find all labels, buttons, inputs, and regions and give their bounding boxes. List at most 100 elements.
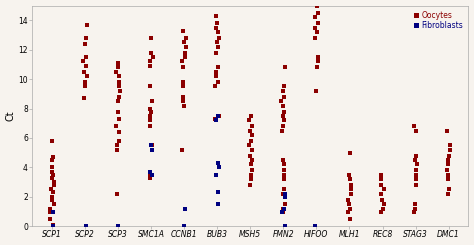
Point (146, 173, 154, 177)
Point (412, 129, 420, 133)
Point (314, 60, 321, 63)
Point (179, 80, 186, 84)
Point (48, 165, 56, 169)
Point (211, 85, 219, 88)
Point (280, 162, 287, 166)
Point (446, 187, 453, 191)
Point (82, 55, 90, 59)
Point (247, 139, 255, 143)
Point (411, 207, 419, 211)
Point (115, 139, 123, 143)
Point (279, 114, 286, 118)
Point (278, 210, 285, 214)
Point (279, 210, 287, 214)
Point (377, 177, 385, 181)
Point (82, 64, 90, 68)
Point (147, 51, 155, 55)
Point (314, 21, 322, 25)
Y-axis label: Ct: Ct (6, 110, 16, 121)
Point (46, 210, 54, 214)
Point (311, 36, 319, 40)
Point (313, 4, 321, 8)
Point (246, 183, 254, 187)
Point (149, 148, 156, 152)
Point (179, 29, 186, 33)
Point (48, 139, 56, 143)
Point (48, 158, 56, 162)
Point (115, 130, 122, 134)
Point (410, 124, 418, 128)
Point (46, 217, 54, 221)
Point (50, 180, 57, 184)
Point (377, 210, 384, 214)
Point (445, 173, 452, 177)
Point (82, 80, 89, 84)
Point (115, 80, 122, 84)
Point (412, 168, 420, 172)
Point (247, 114, 255, 118)
Point (311, 15, 319, 19)
Point (281, 202, 289, 206)
Point (48, 170, 55, 174)
Point (215, 36, 223, 40)
Point (146, 114, 154, 118)
Point (377, 183, 384, 187)
Point (248, 148, 255, 152)
Point (49, 190, 57, 194)
Point (50, 224, 57, 228)
Point (345, 202, 353, 206)
Point (214, 202, 221, 206)
Point (278, 99, 285, 103)
Point (148, 99, 155, 103)
Point (312, 89, 320, 93)
Point (182, 45, 190, 49)
Point (212, 14, 220, 18)
Point (213, 70, 220, 74)
Point (444, 177, 452, 181)
Point (83, 23, 91, 27)
Point (115, 117, 123, 121)
Point (182, 55, 189, 59)
Point (248, 124, 256, 128)
Point (82, 224, 90, 228)
Point (344, 210, 352, 214)
Point (213, 21, 221, 25)
Point (381, 202, 388, 206)
Point (346, 177, 354, 181)
Point (214, 30, 221, 34)
Point (48, 198, 56, 202)
Point (279, 192, 287, 196)
Point (246, 129, 254, 133)
Point (146, 60, 153, 63)
Legend: Oocytes, Fibroblasts: Oocytes, Fibroblasts (412, 9, 465, 32)
Point (213, 40, 220, 44)
Point (280, 85, 288, 88)
Point (146, 107, 154, 110)
Point (180, 65, 187, 69)
Point (346, 151, 354, 155)
Point (281, 224, 289, 228)
Point (146, 64, 154, 68)
Point (113, 148, 120, 152)
Point (380, 187, 387, 191)
Point (282, 65, 289, 69)
Point (214, 190, 221, 194)
Point (311, 26, 319, 30)
Point (214, 114, 222, 118)
Point (444, 162, 451, 166)
Point (246, 143, 253, 147)
Point (146, 85, 154, 88)
Point (413, 162, 421, 166)
Point (112, 70, 120, 74)
Point (346, 207, 354, 211)
Point (146, 118, 154, 122)
Point (445, 154, 452, 158)
Point (412, 154, 419, 158)
Point (115, 85, 122, 88)
Point (116, 89, 124, 93)
Point (48, 176, 55, 180)
Point (280, 168, 288, 172)
Point (83, 74, 91, 78)
Point (280, 95, 288, 99)
Point (80, 96, 88, 100)
